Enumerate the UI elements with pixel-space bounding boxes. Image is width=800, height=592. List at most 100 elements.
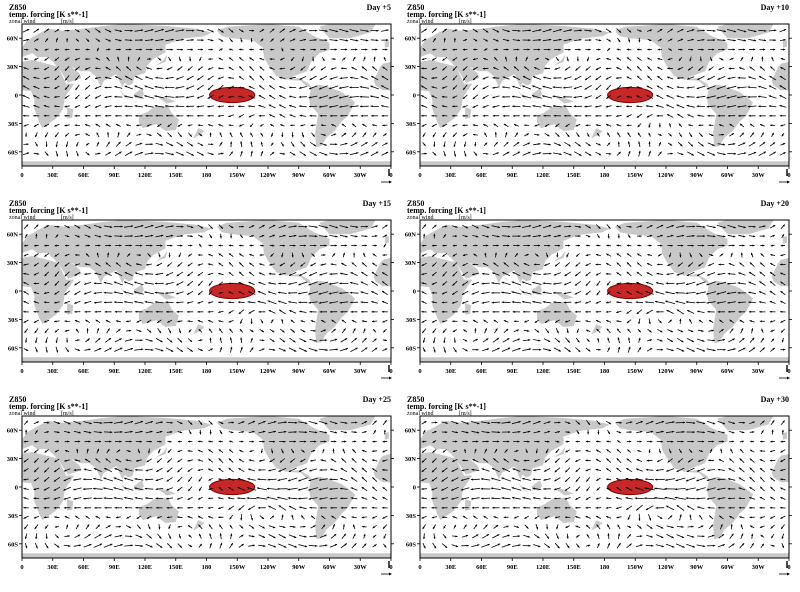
reference-arrow-head (787, 181, 790, 184)
wind-arrow-head (493, 77, 495, 79)
wind-arrow-head (135, 115, 137, 117)
x-tick-label: 90E (507, 172, 518, 179)
wind-arrow-head (210, 432, 212, 434)
wind-arrow-head (361, 115, 363, 117)
landmass (131, 297, 140, 299)
wind-arrow-head (258, 311, 260, 313)
wind-arrow-head (188, 441, 190, 443)
x-tick-label: 90E (109, 368, 120, 375)
wind-arrow-head (77, 154, 79, 156)
wind-arrow-head (345, 49, 347, 51)
wind-arrow-head (372, 311, 374, 313)
wind-arrow-head (85, 124, 87, 126)
wind-arrow-head (709, 124, 711, 126)
wind-arrow-head (485, 328, 487, 330)
x-tick-label: 120W (658, 172, 675, 179)
wind-arrow-head (679, 319, 681, 321)
wind-arrow-head (198, 320, 200, 322)
wind-arrow-head (177, 498, 179, 500)
wind-arrow-head (94, 282, 96, 284)
wind-arrow-head (759, 115, 761, 117)
wind-arrow-head (671, 349, 673, 351)
wind-arrow-head (377, 30, 379, 32)
wind-arrow-head (556, 255, 558, 257)
wind-arrow-head (87, 328, 89, 330)
wind-arrow-head (131, 544, 133, 546)
wind-arrow-head (162, 153, 164, 155)
landmass (139, 301, 179, 327)
wind-arrow-head (149, 134, 151, 136)
wind-arrow-head (34, 507, 36, 509)
x-tick-label: 120W (260, 172, 277, 179)
wind-arrow-head (760, 320, 762, 322)
wind-arrow-head (84, 507, 86, 509)
wind-arrow-head (518, 339, 520, 341)
wind-arrow-head (208, 68, 210, 70)
wind-arrow-head (85, 115, 87, 117)
wind-arrow-head (115, 115, 117, 117)
wind-arrow-head (738, 77, 740, 79)
wind-arrow-head (115, 311, 117, 313)
wind-arrow-head (351, 115, 353, 117)
wind-arrow-head (640, 235, 642, 237)
landmass (22, 553, 391, 558)
y-tick-label-left: 60N (405, 36, 417, 43)
wind-arrow-head (211, 49, 213, 51)
wind-arrow-head (271, 134, 273, 136)
wind-arrow-head (191, 49, 193, 51)
wind-arrow-head (444, 154, 446, 156)
wind-arrow-head (353, 253, 355, 255)
wind-arrow-head (616, 311, 618, 313)
x-tick-label: 150E (567, 368, 581, 375)
wind-arrow-head (375, 245, 377, 247)
wind-arrow-head (114, 96, 116, 98)
forcing-region (608, 283, 653, 298)
wind-arrow-head (289, 86, 291, 88)
wind-arrow-head (762, 245, 764, 247)
wind-arrow-head (46, 145, 48, 147)
wind-arrow-head (140, 143, 142, 145)
wind-arrow-head (381, 95, 383, 97)
wind-arrow-head (298, 283, 300, 285)
landmass (529, 101, 538, 103)
landmass (465, 107, 471, 118)
wind-arrow-head (645, 301, 647, 303)
reference-arrow-head (389, 377, 392, 380)
wind-arrow-head (763, 49, 765, 51)
wind-arrow-head (385, 49, 387, 51)
wind-arrow-head (555, 68, 557, 70)
x-tick-label: 60E (78, 368, 89, 375)
wind-arrow-head (36, 546, 38, 548)
wind-arrow-head (492, 302, 494, 304)
wind-arrow-head (125, 86, 127, 88)
y-tick-label-left: 0 (413, 289, 416, 296)
wind-arrow-head (104, 292, 106, 294)
wind-arrow-head (208, 58, 210, 60)
day-label: Day +10 (761, 3, 789, 12)
x-tick-label: 30E (445, 368, 456, 375)
wind-arrow-head (578, 235, 580, 237)
y-tick-label-left: 60N (7, 36, 19, 43)
wind-arrow-head (452, 320, 454, 322)
wind-arrow-head (75, 115, 77, 117)
wind-arrow-head (145, 273, 147, 275)
wind-arrow-head (199, 432, 201, 434)
wind-arrow-head (125, 507, 127, 509)
wind-arrow-head (533, 115, 535, 117)
wind-arrow-head (718, 264, 720, 266)
wind-arrow-head (706, 283, 708, 285)
wind-arrow-head (251, 322, 253, 324)
wind-arrow-head (198, 254, 200, 256)
wind-arrow-head (258, 469, 260, 471)
wind-arrow-head (299, 96, 301, 98)
wind-arrow-head (23, 105, 25, 107)
landmass (517, 90, 528, 100)
wind-arrow-head (107, 132, 109, 134)
wind-arrow-head (247, 497, 249, 499)
wind-arrow-head (145, 76, 147, 78)
day-label: Day +20 (761, 199, 789, 208)
wind-arrow-head (335, 245, 337, 247)
wind-arrow-head (229, 320, 231, 322)
wind-arrow-head (382, 115, 384, 117)
